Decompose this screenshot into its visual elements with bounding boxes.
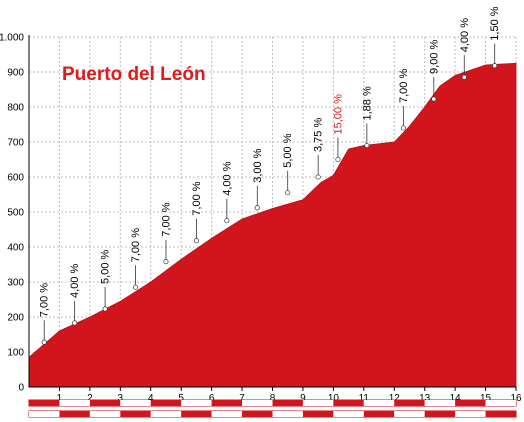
annotation-marker (72, 320, 78, 326)
x-tick-label: 13 (419, 393, 431, 404)
gridlines: 0 100 200 300 400 500 600 700 800 900 1.000 (0, 33, 517, 394)
annotation-marker (285, 190, 291, 196)
km-strip-cell (59, 411, 90, 417)
gradient-label: 7,00 % (160, 202, 172, 236)
gradient-label: 7,00 % (39, 283, 51, 317)
x-tick-label: 12 (389, 393, 401, 404)
x-tick-label: 8 (270, 393, 276, 404)
x-tick-label: 4 (148, 393, 154, 404)
km-strip-cell (424, 400, 456, 406)
gradient-label: 15,00 % (332, 94, 344, 135)
km-strip-cell (89, 411, 121, 417)
profile-area (28, 62, 517, 388)
km-strip-cell (181, 411, 212, 417)
x-tick-label: 16 (510, 393, 522, 404)
y-tick-label: 100 (7, 348, 24, 359)
km-strip-cell (363, 411, 395, 417)
x-tick-label: 3 (118, 393, 124, 404)
gradient-label: 5,00 % (282, 133, 294, 167)
y-tick-label: 600 (7, 173, 24, 184)
km-strip-cell (242, 411, 273, 417)
km-strip-cell (272, 400, 303, 406)
km-strip-cell (455, 411, 486, 417)
gradient-annotations: 7,00 % 4,00 % 5,00 % 7,00 % 7,00 % 7,00 % 4,00… (39, 6, 501, 345)
annotation-marker (400, 125, 406, 131)
gradient-label: 3,00 % (252, 148, 264, 182)
km-strip-cell (120, 411, 151, 417)
x-tick-label: 6 (209, 393, 215, 404)
km-strip-cell (181, 400, 212, 406)
km-strip-cell (242, 400, 273, 406)
km-strip-cell (485, 411, 516, 417)
y-tick-label: 700 (7, 138, 24, 149)
gradient-label: 1,88 % (361, 86, 373, 120)
y-tick-label: 1.000 (0, 33, 24, 44)
km-strip-cell (455, 400, 486, 406)
gradient-label: 3,75 % (313, 118, 325, 152)
x-tick-label: 7 (239, 393, 245, 404)
km-strip-cell (333, 400, 364, 406)
annotation-marker (461, 74, 467, 80)
annotation-marker (102, 306, 108, 312)
km-strip-cell (363, 400, 395, 406)
annotation-marker (364, 142, 370, 149)
gradient-label: 7,00 % (398, 69, 410, 103)
y-tick-label: 0 (18, 383, 24, 394)
x-tick-label: 1 (57, 393, 63, 404)
x-tick-label: 5 (178, 393, 184, 404)
annotation-marker (193, 238, 199, 244)
axes: 1 2 3 4 5 6 7 8 9 10 11 12 13 14 15 16 (28, 35, 522, 404)
x-tick-label: 15 (480, 393, 492, 404)
profile-area-layer (28, 62, 517, 388)
annotation-marker (431, 96, 437, 102)
gradient-label: 9,00 % (428, 39, 440, 73)
km-strip-cell (150, 400, 182, 406)
km-strip-cell (485, 400, 516, 406)
y-tick-label: 400 (7, 243, 24, 254)
annotation-marker (315, 174, 321, 180)
annotation-marker (132, 284, 139, 290)
x-tick-label: 2 (87, 393, 93, 404)
km-strip-cell (89, 400, 121, 406)
x-tick-label: 9 (300, 393, 306, 404)
x-tick-label: 10 (328, 393, 340, 404)
gradient-label: 4,00 % (459, 18, 471, 52)
y-tick-label: 300 (7, 278, 24, 289)
km-strip-cell (150, 411, 182, 417)
km-strip-cell (424, 411, 456, 417)
gradient-label: 7,00 % (130, 228, 142, 262)
km-strip-cell (302, 400, 334, 406)
gradient-label: 1,50 % (489, 6, 501, 40)
annotation-marker (163, 259, 169, 265)
km-strip-cell (59, 400, 90, 406)
annotation-marker (224, 218, 230, 224)
gradient-label: 5,00 % (100, 249, 112, 283)
km-strip-cell (29, 400, 60, 406)
y-tick-label: 800 (7, 103, 24, 114)
annotation-marker (41, 339, 47, 345)
km-strip-cell (211, 411, 243, 417)
x-tick-label: 11 (359, 393, 370, 404)
gradient-label: 7,00 % (191, 181, 203, 215)
km-strip-cell (394, 411, 425, 417)
chart-title: Puerto del León (62, 64, 206, 85)
y-tick-label: 500 (7, 208, 24, 219)
km-strip-cell (394, 400, 425, 406)
annotation-marker (492, 63, 498, 69)
gradient-label: 4,00 % (221, 161, 233, 195)
km-strip-cell (333, 411, 364, 417)
km-strip-cell (120, 400, 151, 406)
km-strip (28, 399, 517, 418)
x-tick-label: 14 (450, 393, 462, 404)
y-tick-label: 200 (7, 313, 24, 324)
km-strip-cell (302, 411, 334, 417)
annotation-marker (335, 156, 341, 163)
km-strip-cell (211, 400, 243, 406)
km-strip-cell (272, 411, 303, 417)
gradient-label: 4,00 % (69, 263, 81, 297)
y-tick-label: 900 (7, 68, 24, 79)
annotation-marker (254, 205, 260, 211)
km-strip-cell (29, 411, 60, 417)
